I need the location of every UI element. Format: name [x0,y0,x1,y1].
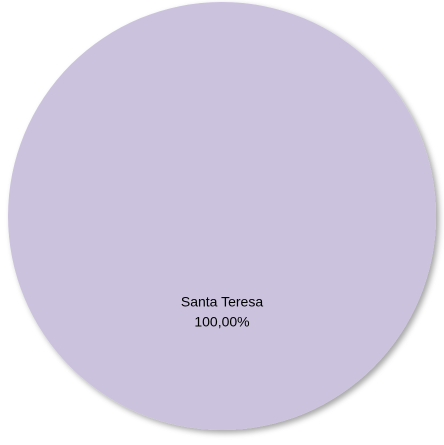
pie-labels: Santa Teresa 100,00% [181,293,263,329]
slice-percent-label: 100,00% [194,313,249,329]
pie-slices [8,2,436,430]
pie-slice [8,2,436,430]
slice-category-label: Santa Teresa [181,293,263,309]
